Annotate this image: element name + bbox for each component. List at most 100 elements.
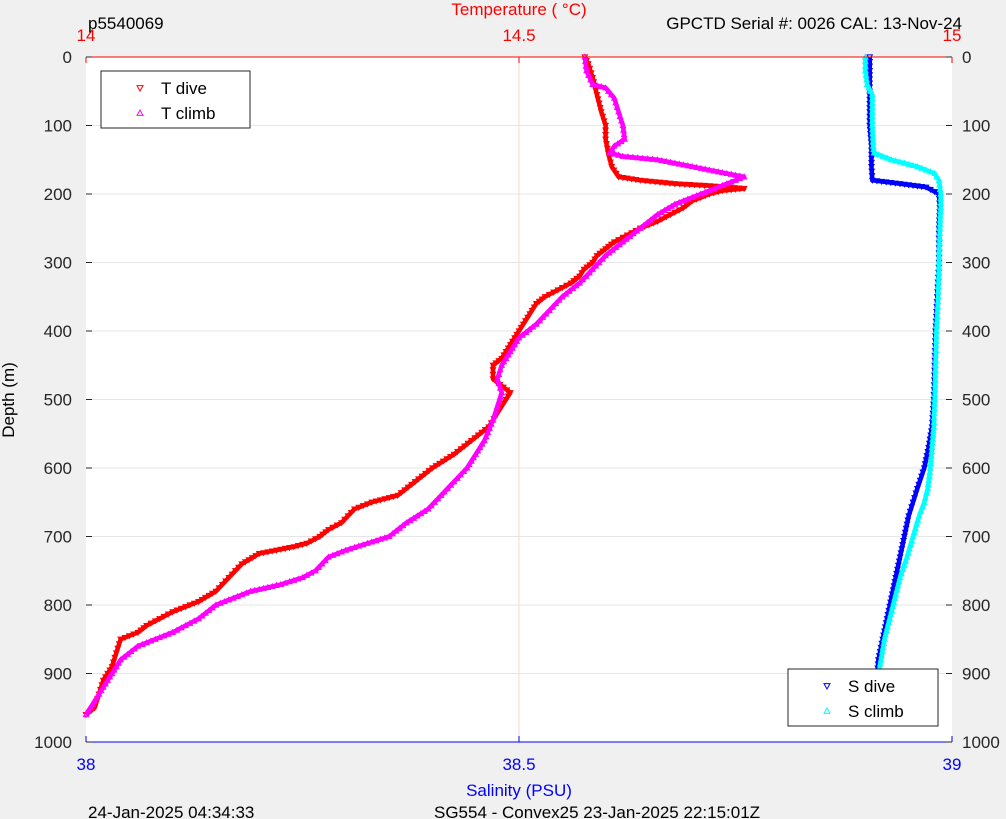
marker-t-dive <box>109 659 117 666</box>
marker-t-climb <box>444 484 452 492</box>
marker-t-climb <box>493 375 501 382</box>
marker-t-climb <box>372 536 380 544</box>
marker-t-dive <box>372 498 380 505</box>
marker-t-climb <box>447 481 455 488</box>
marker-t-dive <box>381 496 389 503</box>
axes: 0 0 100 100 200 200 300 300 400 400 500 500 600 600 70… <box>34 26 1000 774</box>
legend-marker <box>823 683 831 691</box>
depth-tick-label-left: 100 <box>44 117 72 136</box>
marker-t-climb <box>242 589 250 596</box>
marker-t-climb <box>102 680 109 687</box>
marker-t-dive <box>578 270 586 277</box>
marker-t-climb <box>376 535 384 542</box>
marker-t-climb <box>532 320 540 327</box>
marker-t-dive <box>646 178 654 185</box>
marker-t-climb <box>463 464 471 471</box>
marker-s-dive <box>866 68 874 75</box>
marker-t-dive <box>532 301 540 308</box>
marker-t-climb <box>120 653 128 660</box>
marker-t-dive <box>106 667 114 674</box>
marker-s-dive <box>916 477 924 484</box>
marker-t-climb <box>626 232 634 240</box>
marker-t-dive <box>580 266 588 273</box>
marker-t-dive <box>359 503 367 510</box>
marker-t-dive <box>355 504 363 512</box>
marker-s-climb <box>899 565 907 572</box>
depth-tick-label-right: 500 <box>962 391 990 410</box>
marker-t-climb <box>706 166 713 173</box>
marker-t-climb <box>247 587 254 594</box>
marker-t-dive <box>108 664 116 671</box>
depth-axis-title: Depth (m) <box>0 362 18 438</box>
depth-tick-label-left: 1000 <box>34 733 72 752</box>
marker-s-climb <box>879 152 887 159</box>
marker-t-climb <box>643 219 651 226</box>
marker-t-dive <box>595 100 603 107</box>
marker-t-climb <box>680 197 687 204</box>
marker-t-climb <box>585 269 593 276</box>
marker-s-climb <box>870 149 878 156</box>
marker-s-climb <box>917 507 925 514</box>
marker-t-dive <box>602 127 610 134</box>
marker-t-dive <box>277 546 285 553</box>
legend-entry: T dive <box>161 79 207 98</box>
marker-t-climb <box>697 190 705 197</box>
marker-s-dive <box>924 448 932 456</box>
marker-t-climb <box>598 255 606 262</box>
marker-t-climb <box>610 142 618 149</box>
marker-t-dive <box>509 338 516 345</box>
marker-t-dive <box>218 581 226 589</box>
depth-tick-label-left: 500 <box>44 391 72 410</box>
marker-s-dive <box>866 58 874 66</box>
marker-t-climb <box>740 173 748 180</box>
marker-t-climb <box>616 241 623 248</box>
marker-t-dive <box>607 159 614 166</box>
marker-s-climb <box>909 532 917 540</box>
marker-t-climb <box>701 188 709 195</box>
marker-t-climb <box>552 299 560 307</box>
marker-t-climb <box>602 252 610 259</box>
marker-t-climb <box>487 420 495 427</box>
marker-t-dive <box>502 348 510 356</box>
marker-t-climb <box>470 454 477 461</box>
depth-tick-label-left: 600 <box>44 459 72 478</box>
marker-t-climb <box>169 628 177 635</box>
marker-s-climb <box>897 569 905 577</box>
marker-t-climb <box>346 545 354 552</box>
marker-t-climb <box>493 402 501 409</box>
marker-t-climb <box>173 626 181 633</box>
marker-t-climb <box>639 154 647 161</box>
marker-t-climb <box>680 161 687 168</box>
marker-t-climb <box>97 686 105 694</box>
marker-s-dive <box>868 177 876 184</box>
marker-t-climb <box>714 168 722 175</box>
marker-t-climb <box>504 351 512 358</box>
marker-t-climb <box>421 507 428 514</box>
marker-t-climb <box>605 249 613 256</box>
marker-t-climb <box>618 117 625 124</box>
marker-t-dive <box>504 345 512 352</box>
marker-t-climb <box>492 407 500 414</box>
marker-t-climb <box>565 287 573 294</box>
marker-t-climb <box>614 140 622 147</box>
marker-t-climb <box>325 553 332 560</box>
marker-t-climb <box>649 155 657 162</box>
depth-tick-label-left: 700 <box>44 528 72 547</box>
marker-t-climb <box>450 478 458 485</box>
marker-t-climb <box>710 167 718 174</box>
marker-t-climb <box>177 624 185 631</box>
marker-t-climb <box>558 293 566 300</box>
marker-t-climb <box>212 601 220 608</box>
marker-t-climb <box>529 323 537 330</box>
temperature-tick-label: 15 <box>943 26 962 45</box>
marker-s-dive <box>889 587 897 594</box>
marker-t-dive <box>610 167 618 174</box>
marker-t-climb <box>480 436 488 444</box>
marker-t-climb <box>260 584 267 591</box>
marker-s-climb <box>926 168 934 175</box>
marker-s-dive <box>868 173 876 180</box>
marker-t-climb <box>315 563 323 570</box>
marker-s-climb <box>903 553 911 560</box>
marker-t-dive <box>195 598 203 606</box>
marker-t-climb <box>549 303 557 310</box>
